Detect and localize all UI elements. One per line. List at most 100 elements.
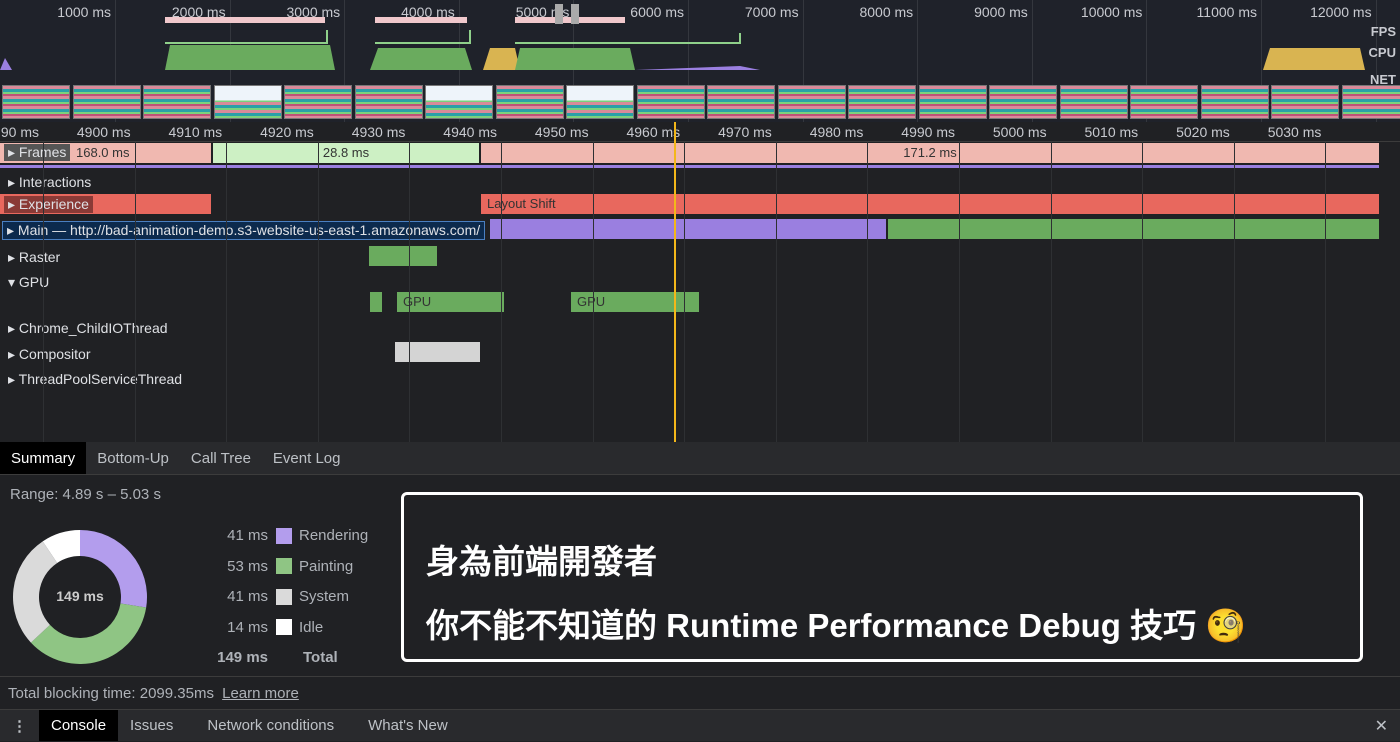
cpu-label: CPU: [1369, 45, 1396, 60]
ruler-tick-label: 5030 ms: [1241, 124, 1321, 140]
tab-event-log[interactable]: Event Log: [262, 442, 352, 474]
track-label[interactable]: ▸ Chrome_ChildIOThread: [8, 320, 168, 337]
learn-more-link[interactable]: Learn more: [222, 685, 299, 702]
drawer-menu-icon[interactable]: ⋮: [0, 710, 39, 741]
track-label[interactable]: ▸ Compositor: [8, 346, 91, 363]
screenshot-thumbnail[interactable]: [143, 85, 211, 119]
painting-bar[interactable]: [888, 219, 1379, 239]
screenshot-thumbnail[interactable]: [1342, 85, 1400, 119]
gpu-bar[interactable]: GPU: [397, 292, 504, 312]
screenshot-thumbnail[interactable]: [637, 85, 705, 119]
track-interactions[interactable]: ▸ Interactions: [0, 170, 1400, 194]
ruler-tick-label: 5000 ms: [967, 124, 1047, 140]
track-label[interactable]: ▸ Experience: [4, 196, 93, 213]
drawer-tabs: ⋮ Console Issues Network conditions What…: [0, 709, 1400, 741]
screenshot-thumbnail[interactable]: [848, 85, 916, 119]
raster-bar[interactable]: [369, 246, 437, 266]
ruler-tick-label: 4950 ms: [509, 124, 589, 140]
frame-bar[interactable]: 28.8 ms: [213, 143, 479, 163]
screenshot-thumbnail[interactable]: [1130, 85, 1198, 119]
legend-swatch: [276, 589, 292, 605]
screenshot-thumbnail[interactable]: [425, 85, 493, 119]
screenshot-thumbnail[interactable]: [1060, 85, 1128, 119]
track-label[interactable]: ▸ Frames: [4, 144, 70, 161]
track-label[interactable]: ▸ Raster: [8, 249, 60, 266]
screenshot-thumbnail[interactable]: [1201, 85, 1269, 119]
overlay-line-2: 你不能不知道的 Runtime Performance Debug 技巧 🧐: [426, 599, 1246, 647]
tab-call-tree[interactable]: Call Tree: [180, 442, 262, 474]
track-label[interactable]: ▸ Interactions: [8, 174, 91, 191]
ruler-gridline: [409, 142, 410, 442]
screenshot-thumbnail[interactable]: [707, 85, 775, 119]
track-childio[interactable]: ▸ Chrome_ChildIOThread: [0, 316, 1400, 340]
drawer-tab-whats-new[interactable]: What's New: [356, 710, 460, 741]
drawer-tab-network-conditions[interactable]: Network conditions: [185, 710, 356, 741]
track-raster[interactable]: ▸ Raster: [0, 245, 1400, 269]
tab-bottom-up[interactable]: Bottom-Up: [86, 442, 180, 474]
ruler-tick-label: 4990 ms: [875, 124, 955, 140]
ruler-tick-label: 5020 ms: [1150, 124, 1230, 140]
playhead-marker[interactable]: [674, 122, 676, 442]
track-gpu[interactable]: ▾ GPU GPU GPU: [0, 270, 1400, 315]
tab-summary[interactable]: Summary: [0, 442, 86, 474]
screenshot-thumbnail[interactable]: [2, 85, 70, 119]
frame-bar[interactable]: 171.2 ms: [481, 143, 1379, 163]
ruler-gridline: [776, 142, 777, 442]
ruler-gridline: [1234, 142, 1235, 442]
title-overlay: 身為前端開發者 你不能不知道的 Runtime Performance Debu…: [401, 492, 1363, 662]
screenshot-thumbnail[interactable]: [73, 85, 141, 119]
ruler-tick-label: 4960 ms: [600, 124, 680, 140]
track-frames[interactable]: 168.0 ms 28.8 ms 171.2 ms ▸ Frames: [0, 142, 1400, 166]
track-label[interactable]: ▸ Main — http://bad-animation-demo.s3-we…: [2, 221, 485, 240]
ruler-gridline: [593, 142, 594, 442]
ruler-gridline: [135, 142, 136, 442]
ruler-gridline: [501, 142, 502, 442]
screenshot-thumbnail[interactable]: [989, 85, 1057, 119]
ruler-gridline: [684, 142, 685, 442]
screenshot-thumbnail[interactable]: [355, 85, 423, 119]
ruler-tick-label: 90 ms: [0, 124, 39, 140]
close-drawer-icon[interactable]: ✕: [1371, 710, 1392, 742]
gpu-bar[interactable]: GPU: [571, 292, 699, 312]
screenshot-thumbnail[interactable]: [284, 85, 352, 119]
screenshot-thumbnail[interactable]: [496, 85, 564, 119]
legend-swatch: [276, 558, 292, 574]
gpu-bar[interactable]: [370, 292, 382, 312]
screenshot-thumbnail[interactable]: [1271, 85, 1339, 119]
rendering-bar[interactable]: [490, 219, 886, 239]
frames-underline: [0, 165, 1379, 168]
track-experience[interactable]: Layout Shift ▸ Experience: [0, 194, 1400, 218]
fps-label: FPS: [1371, 24, 1396, 39]
ruler-gridline: [959, 142, 960, 442]
screenshot-thumbnail[interactable]: [919, 85, 987, 119]
overlay-line-1: 身為前端開發者: [426, 535, 657, 583]
tbt-text: Total blocking time: 2099.35ms: [8, 685, 214, 702]
flame-chart[interactable]: 168.0 ms 28.8 ms 171.2 ms ▸ Frames ▸ Int…: [0, 142, 1400, 442]
screenshot-thumbnail[interactable]: [778, 85, 846, 119]
ruler-tick-label: 4910 ms: [142, 124, 222, 140]
ruler-gridline: [226, 142, 227, 442]
track-compositor[interactable]: ▸ Compositor: [0, 342, 1400, 366]
screenshot-thumbnail[interactable]: [566, 85, 634, 119]
ruler-gridline: [43, 142, 44, 442]
track-main[interactable]: ▸ Main — http://bad-animation-demo.s3-we…: [0, 219, 1400, 243]
layout-shift-bar[interactable]: Layout Shift: [481, 194, 1379, 214]
donut-total: 149 ms: [12, 588, 148, 604]
ruler-tick-label: 4940 ms: [417, 124, 497, 140]
donut-slice-painting: [31, 603, 146, 664]
drawer-tab-console[interactable]: Console: [39, 710, 118, 741]
compositor-bar[interactable]: [395, 342, 480, 362]
screenshot-thumbnail[interactable]: [214, 85, 282, 119]
legend-swatch: [276, 528, 292, 544]
track-threadpool[interactable]: ▸ ThreadPoolServiceThread: [0, 367, 1400, 391]
ruler-gridline: [867, 142, 868, 442]
drawer-tab-issues[interactable]: Issues: [118, 710, 185, 741]
track-label[interactable]: ▸ ThreadPoolServiceThread: [8, 371, 182, 388]
range-label: Range: 4.89 s – 5.03 s: [10, 486, 161, 503]
